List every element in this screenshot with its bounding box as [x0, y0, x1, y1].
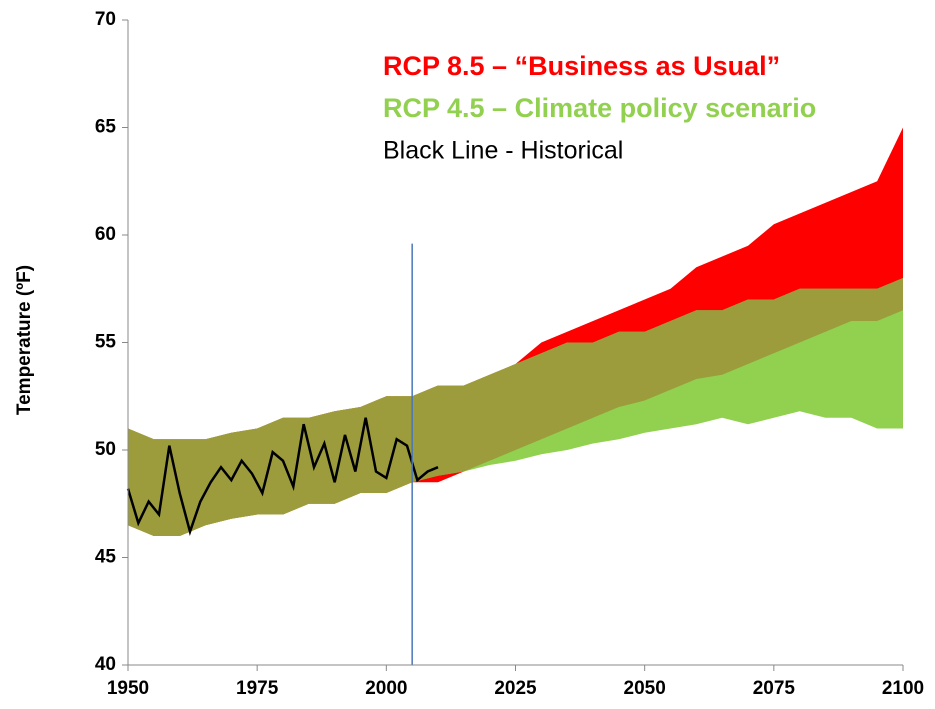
band-overlap [128, 278, 903, 536]
x-tick-label: 1975 [236, 678, 279, 699]
y-tick-label: 65 [95, 117, 117, 138]
y-tick-label: 55 [95, 332, 117, 353]
y-axis-label: Temperature (ºF) [14, 265, 35, 415]
y-tick-label: 50 [95, 439, 116, 460]
line [126, 417, 439, 536]
y-tick-label: 60 [95, 224, 116, 245]
x-tick-label: 2025 [494, 678, 537, 699]
legend-entry: RCP 8.5 – “Business as Usual” [383, 51, 780, 81]
y-tick-label: 70 [95, 9, 116, 30]
x-tick-label: 2000 [365, 678, 407, 699]
x-tick-label: 2075 [753, 678, 796, 699]
x-tick-label: 2050 [624, 678, 666, 699]
y-tick-label: 40 [95, 654, 116, 675]
x-tick-label: 1950 [107, 678, 149, 699]
legend-entry: RCP 4.5 – Climate policy scenario [383, 93, 816, 123]
legend-entry: Black Line - Historical [383, 137, 623, 165]
y-tick-label: 45 [95, 547, 117, 568]
x-tick-label: 2100 [882, 678, 924, 699]
